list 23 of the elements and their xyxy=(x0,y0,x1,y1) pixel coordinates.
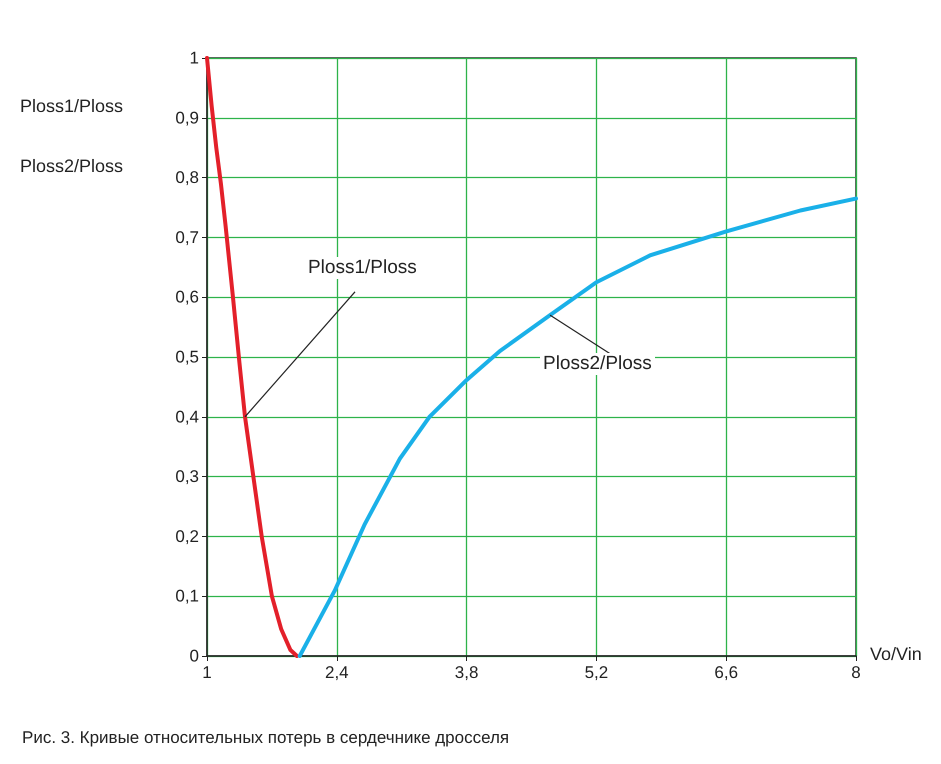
y-tick-label: 1 xyxy=(190,48,199,68)
y-tick-label: 0,3 xyxy=(175,467,199,486)
y-tick-label: 0 xyxy=(190,646,199,666)
x-tick-label: 8 xyxy=(851,663,861,682)
line-series xyxy=(298,196,858,658)
y-tick-label: 0,5 xyxy=(175,348,199,366)
y-tick-label: 0,4 xyxy=(175,407,199,426)
y-tick-label: 0,2 xyxy=(175,526,199,546)
x-tick-label: 6,6 xyxy=(714,663,738,682)
x-tick-label: 3,8 xyxy=(454,663,478,682)
x-axis-title: Vo/Vin xyxy=(870,644,922,664)
y-tick-label: 0,1 xyxy=(175,586,199,606)
text: Рис. 3. Кривые относительных потерь в сердечнике дросселя xyxy=(22,728,510,748)
series-label: Ploss2/Ploss xyxy=(540,353,655,376)
x-tick-label: 2,4 xyxy=(324,663,349,682)
text: Ploss1/Ploss xyxy=(305,256,420,279)
text: Ploss1/Ploss Ploss2/Ploss xyxy=(20,96,124,176)
y-tick-label: 0,6 xyxy=(175,288,199,307)
x-tick-label: 5,2 xyxy=(584,663,608,682)
y-tick-label: 0,7 xyxy=(175,228,199,247)
y-tick-label: 0,8 xyxy=(175,168,199,188)
y-tick-label: 0,9 xyxy=(175,108,199,128)
x-tick-label: 1 xyxy=(202,663,212,682)
